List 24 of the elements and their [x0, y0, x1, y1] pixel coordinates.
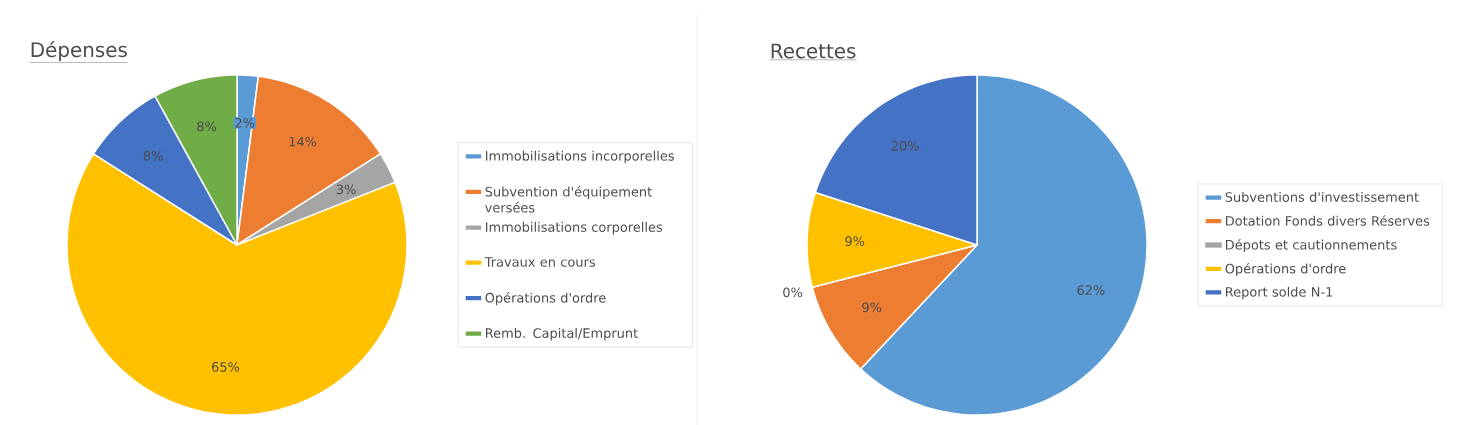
legend-label: Immobilisations corporelles	[485, 221, 663, 235]
legend-label: Subvention d'équipement versées	[485, 186, 652, 213]
data-label: 8%	[197, 121, 217, 132]
data-label: 62%	[1077, 285, 1105, 295]
data-label: 2%	[235, 117, 255, 128]
data-label: 9%	[862, 302, 882, 313]
legend-label: Report solde N-1	[1225, 286, 1333, 300]
legend-label: Immobilisations incorporelles	[485, 150, 674, 164]
data-label: 65%	[212, 361, 240, 372]
data-label: 3%	[336, 184, 356, 195]
chart-title: Dépenses	[31, 40, 127, 62]
legend-label: Remb. Capital/Emprunt	[485, 327, 638, 341]
legend-label: Subventions d'investissement	[1225, 191, 1419, 202]
data-label: 14%	[289, 136, 317, 147]
legend-label: Opérations d'ordre	[1225, 262, 1346, 276]
legend-label: Travaux en cours	[484, 257, 595, 267]
text: 0%	[783, 287, 803, 298]
data-label: 20%	[891, 141, 919, 151]
legend-label: Dotation Fonds divers Réserves	[1225, 215, 1430, 226]
legend-label: Opérations d'ordre	[485, 292, 606, 306]
data-label: 8%	[143, 150, 163, 161]
chart-title: Recettes	[771, 43, 856, 59]
data-label: 9%	[845, 236, 865, 247]
legend-label: Dépots et cautionnements	[1225, 239, 1397, 253]
